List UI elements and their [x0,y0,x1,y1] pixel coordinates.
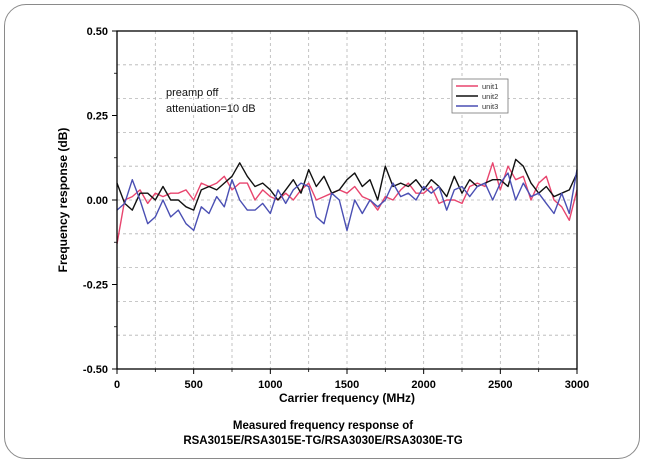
x-tick-label: 2500 [488,379,512,391]
y-tick-label: -0.25 [83,280,108,292]
x-tick-label: 0 [114,379,120,391]
chart-annotation: preamp off [166,87,219,99]
series-line-unit3 [116,169,578,232]
chart-caption: Measured frequency response of RSA3015E/… [0,419,646,449]
legend-label-unit3: unit3 [482,102,498,111]
y-tick-label: 0.25 [87,111,108,123]
chart-annotation: attenuation=10 dB [166,103,256,115]
legend-label-unit2: unit2 [482,92,498,101]
x-axis-label: Carrier frequency (MHz) [279,391,415,405]
x-tick-label: 1500 [335,379,359,391]
x-tick-label: 1000 [258,379,282,391]
series-line-unit2 [116,158,578,211]
caption-line-2: RSA3015E/RSA3015E-TG/RSA3030E/RSA3030E-T… [183,435,463,447]
y-tick-label: 0.50 [87,26,108,38]
x-tick-label: 3000 [565,379,589,391]
series-line-unit1 [116,162,578,245]
x-tick-label: 500 [184,379,202,391]
y-tick-label: -0.50 [83,364,108,376]
caption-line-1: Measured frequency response of [232,420,414,432]
y-tick-label: 0.00 [87,195,108,207]
y-axis-label: Frequency response (dB) [56,128,70,273]
legend-label-unit1: unit1 [482,82,498,91]
x-tick-label: 2000 [411,379,435,391]
